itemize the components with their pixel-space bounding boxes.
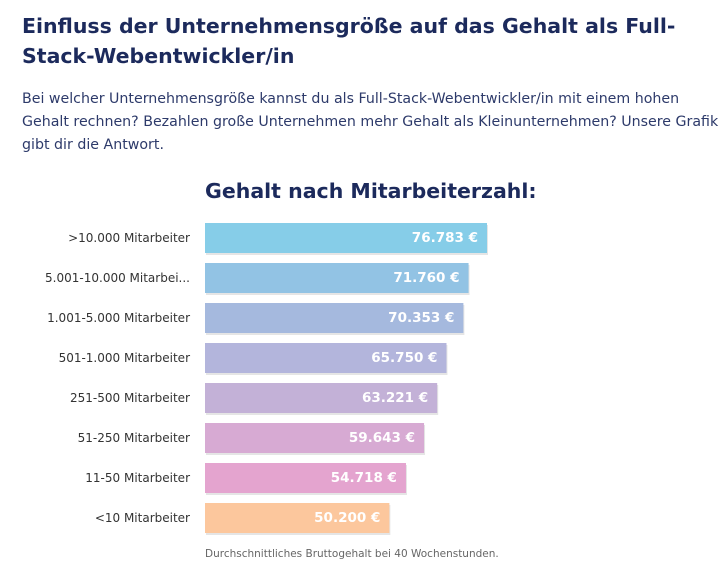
category-label: 501-1.000 Mitarbeiter [59,351,191,365]
value-label: 71.760 € [393,270,459,286]
bar-11-50-mitarbeiter [205,463,406,493]
value-label: 63.221 € [362,390,428,406]
value-label: 65.750 € [371,350,437,366]
intro-paragraph: Bei welcher Unternehmensgröße kannst du … [22,91,719,153]
chart-title: Gehalt nach Mitarbeiterzahl: [205,179,537,203]
category-label: 5.001-10.000 Mitarbei... [45,271,190,285]
category-label: >10.000 Mitarbeiter [68,231,190,245]
category-label: 1.001-5.000 Mitarbeiter [47,311,190,325]
value-label: 76.783 € [412,230,478,246]
bar-10-000-mitarbeiter [205,223,487,253]
bar-5-001-10-000-mitarbei [205,263,469,293]
value-label: 50.200 € [314,510,380,526]
page-heading: Einfluss der Unternehmensgröße auf das G… [22,14,676,68]
value-label: 59.643 € [349,430,415,446]
bar-501-1-000-mitarbeiter [205,343,447,373]
category-label: 51-250 Mitarbeiter [78,431,190,445]
chart-footnote: Durchschnittliches Bruttogehalt bei 40 W… [205,548,499,560]
bar-251-500-mitarbeiter [205,383,438,413]
value-label: 54.718 € [331,470,397,486]
bar-51-250-mitarbeiter [205,423,425,453]
category-label: <10 Mitarbeiter [95,511,190,525]
value-label: 70.353 € [388,310,454,326]
category-label: 11-50 Mitarbeiter [85,471,190,485]
bar-10-mitarbeiter [205,503,390,533]
bar-1-001-5-000-mitarbeiter [205,303,464,333]
category-label: 251-500 Mitarbeiter [70,391,190,405]
